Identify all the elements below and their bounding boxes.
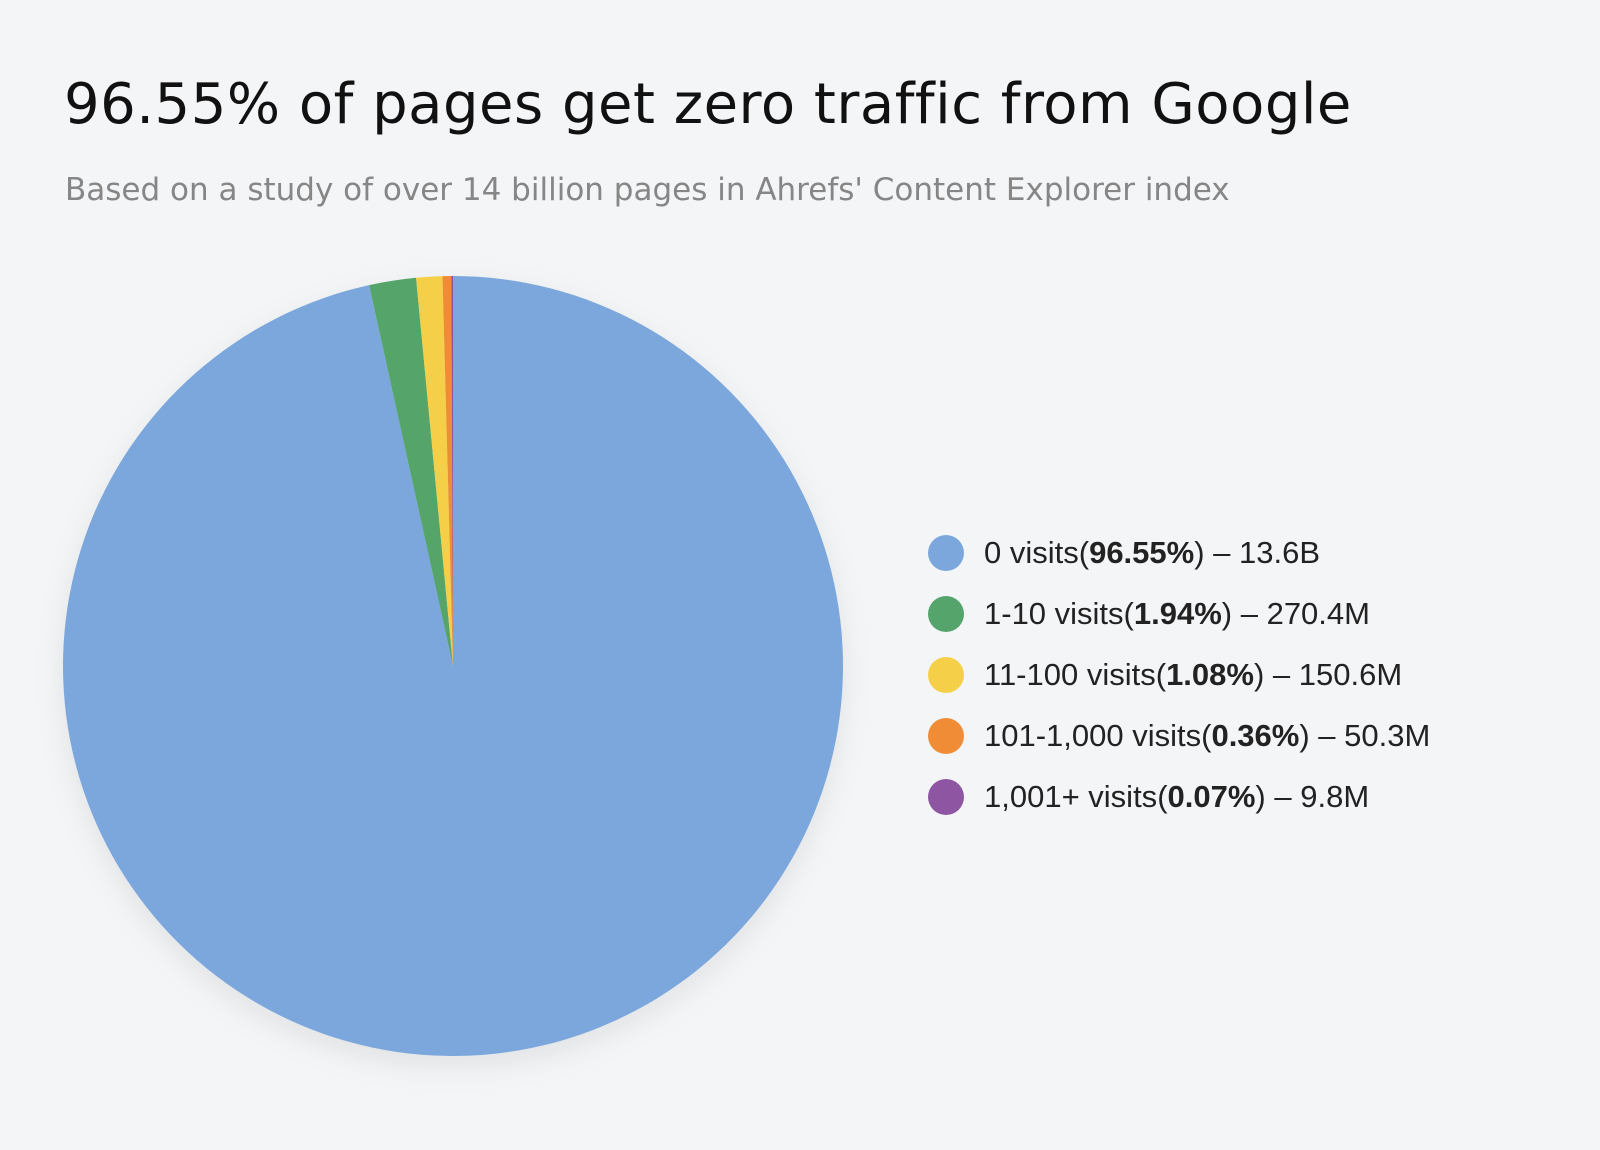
legend-swatch — [928, 656, 964, 693]
legend-label: 1-10 visits — [984, 595, 1124, 631]
chart-title: 96.55% of pages get zero traffic from Go… — [64, 72, 1352, 137]
legend-percent: 1.94% — [1124, 596, 1233, 632]
chart-subtitle: Based on a study of over 14 billion page… — [65, 172, 1230, 208]
pie-slice — [451, 276, 453, 666]
legend-label: 0 visits — [984, 534, 1079, 570]
legend-count: 150.6M — [1264, 657, 1402, 693]
pie-slice — [442, 276, 453, 666]
legend-item: 11-100 visits1.08%150.6M — [928, 644, 1430, 705]
legend-swatch — [928, 778, 964, 815]
legend-percent: 0.36% — [1201, 718, 1310, 754]
legend-label: 11-100 visits — [984, 656, 1156, 692]
legend-count: 13.6B — [1205, 535, 1320, 571]
legend-count: 270.4M — [1232, 596, 1370, 632]
legend-swatch — [928, 717, 964, 754]
legend-count: 50.3M — [1310, 718, 1430, 754]
pie — [63, 276, 843, 1056]
legend-percent: 0.07% — [1157, 779, 1266, 815]
legend-item: 1-10 visits1.94%270.4M — [928, 583, 1430, 644]
pie-slice — [369, 277, 453, 666]
legend-count: 9.8M — [1266, 779, 1369, 815]
legend-item: 101-1,000 visits0.36%50.3M — [928, 705, 1430, 766]
legend-swatch — [928, 595, 964, 632]
legend-label: 1,001+ visits — [984, 778, 1158, 814]
legend-label: 101-1,000 visits — [984, 717, 1202, 753]
legend-percent: 1.08% — [1156, 657, 1265, 693]
legend-item: 0 visits96.55%13.6B — [928, 522, 1430, 583]
legend-item: 1,001+ visits0.07%9.8M — [928, 766, 1430, 827]
legend-percent: 96.55% — [1079, 535, 1205, 571]
legend-swatch — [928, 534, 964, 571]
legend: 0 visits96.55%13.6B1-10 visits1.94%270.4… — [928, 522, 1430, 827]
pie-slice — [416, 276, 453, 666]
